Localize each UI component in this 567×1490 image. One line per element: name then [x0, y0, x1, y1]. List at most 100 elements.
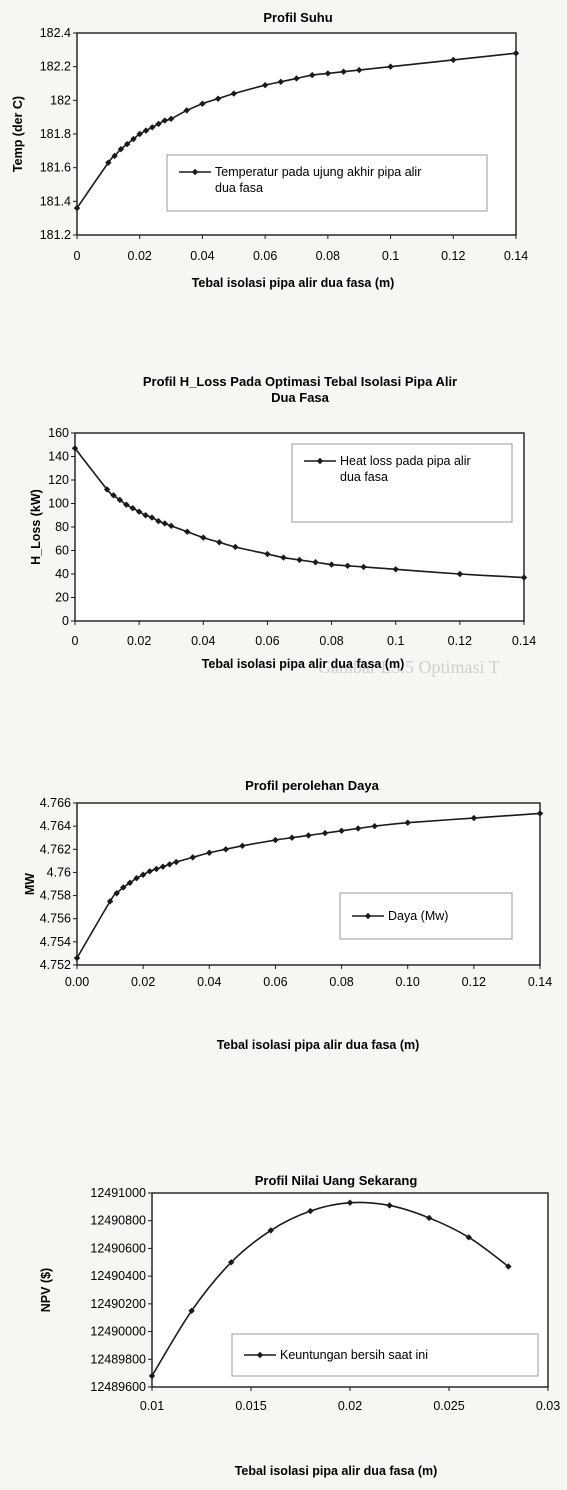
data-point-marker: [142, 512, 149, 519]
data-point-marker: [149, 124, 156, 131]
y-tick-label: 60: [55, 544, 69, 558]
legend-box: [291, 443, 513, 523]
legend-marker: [364, 912, 372, 920]
data-point-marker: [113, 890, 120, 897]
y-axis-label: H_Loss (kW): [29, 489, 43, 565]
y-tick-label: 4.766: [40, 796, 71, 810]
data-point-marker: [216, 539, 223, 546]
x-tick-label: 0: [74, 249, 81, 263]
data-point-marker: [183, 107, 190, 114]
data-point-marker: [103, 486, 111, 493]
legend-label: Heat loss pada pipa alir dua fasa: [340, 454, 471, 484]
y-axis-label: Temp (der C): [11, 96, 25, 172]
data-point-marker: [470, 814, 478, 822]
chart-title: Profil perolehan Daya: [245, 778, 379, 793]
legend-marker: [191, 168, 199, 176]
x-tick-label: 0.12: [462, 975, 486, 989]
data-point-marker: [356, 66, 363, 74]
data-point-marker: [71, 445, 79, 452]
x-tick-label: 0.02: [338, 1399, 362, 1413]
data-point-marker: [146, 868, 153, 875]
x-axis-label: Tebal isolasi pipa alir dua fasa (m): [202, 657, 405, 671]
y-tick-label: 181.6: [40, 161, 71, 175]
x-tick-label: 0.02: [131, 975, 155, 989]
data-point-marker: [456, 570, 464, 578]
data-point-marker: [153, 865, 160, 873]
data-point-marker: [161, 117, 168, 124]
data-point-marker: [116, 496, 124, 504]
data-point-marker: [199, 100, 206, 107]
y-tick-label: 182: [50, 93, 71, 107]
data-point-marker: [161, 520, 168, 527]
y-axis-label: NPV ($): [39, 1268, 53, 1312]
y-tick-label: 4.758: [40, 889, 71, 903]
plot-area: [76, 802, 541, 966]
legend-label: Keuntungan bersih saat ini: [280, 1348, 428, 1362]
x-tick-label: 0: [72, 634, 79, 648]
legend-box: [166, 154, 488, 212]
x-tick-label: 0.14: [512, 634, 536, 648]
data-point-marker: [340, 68, 347, 75]
y-tick-label: 182.4: [40, 26, 71, 40]
data-point-marker: [136, 130, 143, 138]
data-point-marker: [129, 505, 136, 512]
y-tick-label: 4.76: [47, 865, 71, 879]
x-tick-label: 0.02: [127, 634, 151, 648]
x-axis-label: Tebal isolasi pipa alir dua fasa (m): [217, 1038, 420, 1052]
legend-marker: [256, 1351, 264, 1359]
chart-title: Profil Suhu: [263, 10, 332, 25]
data-point-marker: [293, 75, 300, 82]
x-tick-label: 0.015: [235, 1399, 266, 1413]
data-point-marker: [123, 501, 130, 508]
y-tick-label: 181.4: [40, 194, 71, 208]
data-point-marker: [512, 50, 520, 57]
x-tick-label: 0.06: [253, 249, 277, 263]
y-tick-label: 80: [55, 520, 69, 534]
data-point-marker: [73, 954, 81, 962]
data-point-marker: [520, 574, 528, 581]
x-tick-label: 0.02: [128, 249, 152, 263]
x-tick-label: 0.12: [441, 249, 465, 263]
x-tick-label: 0.00: [65, 975, 89, 989]
data-point-marker: [123, 140, 131, 148]
y-tick-label: 12490400: [90, 1269, 146, 1283]
y-tick-label: 4.756: [40, 912, 71, 926]
y-tick-label: 12490000: [90, 1325, 146, 1339]
x-tick-label: 0.14: [528, 975, 552, 989]
x-tick-label: 0.14: [504, 249, 528, 263]
x-tick-label: 0.08: [316, 249, 340, 263]
data-point-marker: [426, 1214, 433, 1222]
data-point-marker: [505, 1263, 512, 1270]
data-point-marker: [307, 1207, 314, 1215]
data-point-marker: [214, 95, 222, 102]
series-line: [151, 1201, 509, 1377]
data-point-marker: [130, 135, 137, 143]
data-point-marker: [308, 71, 316, 79]
x-tick-label: 0.03: [536, 1399, 560, 1413]
y-tick-label: 12491000: [90, 1186, 146, 1200]
y-tick-label: 12490200: [90, 1297, 146, 1311]
data-point-marker: [354, 825, 362, 832]
x-tick-label: 0.04: [190, 249, 214, 263]
x-tick-label: 0.1: [382, 249, 399, 263]
x-tick-label: 0.10: [396, 975, 420, 989]
y-tick-label: 181.2: [40, 228, 71, 242]
x-axis-label: Tebal isolasi pipa alir dua fasa (m): [192, 276, 395, 290]
x-tick-label: 0.06: [255, 634, 279, 648]
x-tick-label: 0.01: [140, 1399, 164, 1413]
data-point-marker: [155, 120, 162, 128]
y-tick-label: 182.2: [40, 60, 71, 74]
y-axis-label: MW: [23, 873, 37, 895]
data-point-marker: [111, 152, 118, 160]
y-tick-label: 4.762: [40, 842, 71, 856]
y-tick-label: 20: [55, 591, 69, 605]
x-tick-label: 0.025: [433, 1399, 464, 1413]
chart-title: Profil Nilai Uang Sekarang: [255, 1173, 418, 1188]
y-tick-label: 12490800: [90, 1214, 146, 1228]
data-point-marker: [139, 871, 147, 878]
y-tick-label: 12489600: [90, 1380, 146, 1394]
legend-box: [231, 1333, 539, 1377]
y-tick-label: 140: [48, 450, 69, 464]
data-point-marker: [148, 1372, 156, 1380]
data-point-marker: [167, 115, 175, 123]
